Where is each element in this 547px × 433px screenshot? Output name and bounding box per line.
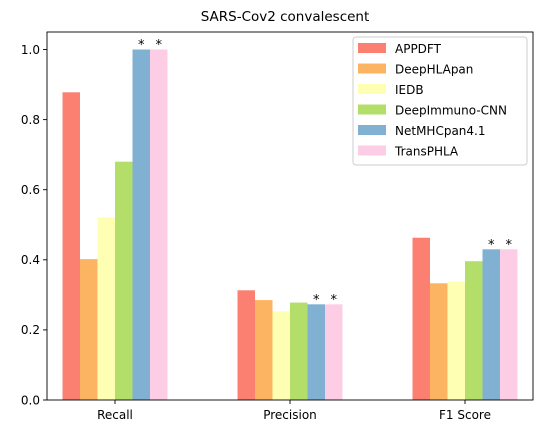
y-tick-label: 0.2 xyxy=(21,323,40,337)
bar-appdft-recall xyxy=(62,92,80,400)
significance-marker: * xyxy=(313,293,320,308)
legend-swatch xyxy=(358,125,386,135)
legend-swatch xyxy=(358,145,386,156)
legend-label: APPDFT xyxy=(395,42,442,56)
legend-label: IEDB xyxy=(395,83,424,97)
legend-label: DeepImmuno-CNN xyxy=(395,104,507,118)
y-tick-label: 0.8 xyxy=(21,113,40,127)
axes-layer: 0.0 0.2 0.4 0.6 0.8 1.0 Recall Precision F1 Scor… xyxy=(21,31,534,422)
y-tick-label: 1.0 xyxy=(21,43,40,57)
annotations-layer: * * * * * * xyxy=(138,38,513,308)
bar-deepimmuno-cnn-f1-score xyxy=(465,261,483,400)
legend-swatch xyxy=(358,43,386,53)
legend: APPDFT DeepHLApan IEDB DeepImmuno-CNN NetMHC… xyxy=(352,36,528,166)
bar-deepimmuno-cnn-precision xyxy=(290,302,308,400)
x-tick-label: Recall xyxy=(97,408,133,422)
bar-deephlapan-f1-score xyxy=(430,283,448,400)
chart-title: SARS-Cov2 convalescent xyxy=(201,9,370,25)
legend-swatch xyxy=(358,104,386,115)
significance-marker: * xyxy=(488,238,495,253)
bar-appdft-precision xyxy=(237,290,255,400)
legend-label: NetMHCpan4.1 xyxy=(395,124,485,138)
bar-deepimmuno-cnn-recall xyxy=(115,161,133,400)
legend-label: DeepHLApan xyxy=(395,63,473,77)
bar-iedb-recall xyxy=(97,217,115,400)
bar-netmhcpan4-1-f1-score xyxy=(482,249,500,400)
bar-transphla-f1-score xyxy=(500,249,518,400)
legend-swatch xyxy=(358,63,386,74)
bar-deephlapan-recall xyxy=(80,259,98,400)
x-tick-label: F1 Score xyxy=(439,408,491,422)
bar-iedb-precision xyxy=(272,311,290,400)
bar-transphla-recall xyxy=(150,49,168,401)
legend-label: TransPHLA xyxy=(394,145,459,159)
bar-transphla-precision xyxy=(325,304,343,400)
legend-swatch xyxy=(358,84,386,94)
bar-netmhcpan4-1-recall xyxy=(132,49,150,401)
y-tick-label: 0.0 xyxy=(21,393,40,407)
y-tick-label: 0.4 xyxy=(21,253,40,267)
significance-marker: * xyxy=(506,238,513,253)
significance-marker: * xyxy=(331,293,338,308)
bar-appdft-f1-score xyxy=(412,237,430,400)
significance-marker: * xyxy=(138,38,145,53)
bar-deephlapan-precision xyxy=(255,300,273,400)
bar-netmhcpan4-1-precision xyxy=(307,304,325,400)
legend-box xyxy=(352,36,528,166)
significance-marker: * xyxy=(156,38,163,53)
bars-layer xyxy=(62,49,518,401)
bar-iedb-f1-score xyxy=(447,281,465,400)
y-tick-label: 0.6 xyxy=(21,183,40,197)
x-tick-label: Precision xyxy=(263,408,317,422)
